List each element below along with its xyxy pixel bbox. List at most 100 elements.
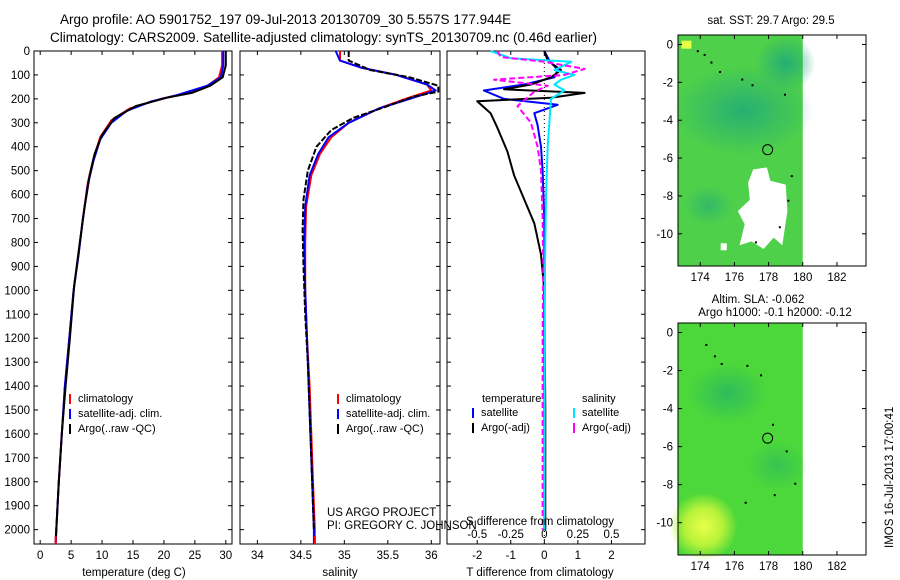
sst_map-island-dot xyxy=(754,241,757,244)
salinity-xtick-label: 35 xyxy=(338,550,351,562)
salinity-xtick-label: 34 xyxy=(251,550,264,562)
sst_map-ytick-label: 0 xyxy=(667,39,673,51)
sla_map-island-dot xyxy=(744,501,747,504)
difference-xlabel: T difference from climatology xyxy=(466,567,613,579)
sla-map-subtitle: Argo h1000: -0.1 h2000: -0.12 xyxy=(698,307,851,319)
difference-legend-title-temperature: temperature xyxy=(482,393,541,405)
salinity-legend-label: satellite-adj. clim. xyxy=(346,408,430,420)
sla_map-frame xyxy=(677,322,867,556)
depth-tick-label: 100 xyxy=(11,70,30,82)
temperature-xtick-label: 25 xyxy=(188,550,201,562)
sla_map-ytick-label: -2 xyxy=(663,366,673,378)
sla_map-ytick-label: -6 xyxy=(663,442,673,454)
depth-tick-label: 200 xyxy=(11,94,30,106)
sla-high-patch xyxy=(669,492,738,561)
sst-cloud-mask xyxy=(720,243,727,251)
difference-temp-legend-label: satellite xyxy=(481,407,518,419)
temperature-legend-label: satellite-adj. clim. xyxy=(78,408,162,420)
salinity-panel: 34 34.5 35 35.5 36 climatology satellite-adj. … xyxy=(239,50,441,562)
depth-tick-label: 1700 xyxy=(4,453,30,465)
depth-tick-label: 300 xyxy=(11,118,30,130)
sst_map-island-dot xyxy=(751,84,754,87)
temperature-frame xyxy=(33,50,233,545)
temperature-legend-label: climatology xyxy=(78,393,134,405)
temperature-xtick-label: 5 xyxy=(68,550,74,562)
sla_map-ytick-label: -10 xyxy=(656,518,673,530)
difference-panel: -2-1012-0.5-0.2500.250.5temperaturesalin… xyxy=(446,50,646,562)
salinity-xlabel: salinity xyxy=(322,567,357,579)
sla_map-ytick-label: -8 xyxy=(663,480,673,492)
difference-legend-title-salinity: salinity xyxy=(582,393,616,405)
sla_map-island-dot xyxy=(746,364,749,367)
salinity-xtick-label: 34.5 xyxy=(290,550,312,562)
salinity-diff-tick-label: -0.25 xyxy=(498,529,524,541)
depth-tick-label: 1200 xyxy=(4,333,30,345)
sla_map-island-dot xyxy=(785,450,788,453)
sla_map-xtick-label: 182 xyxy=(827,561,846,573)
sst_map-island-dot xyxy=(741,78,744,81)
depth-tick-label: 1800 xyxy=(4,477,30,489)
sst_map-xtick-label: 176 xyxy=(725,272,744,284)
differences-xtick-label: -1 xyxy=(506,550,516,562)
sla_map-xtick-label: 176 xyxy=(725,561,744,573)
difference-sal-legend-label: Argo(-adj) xyxy=(582,422,631,434)
sla-low-patch xyxy=(687,363,768,424)
depth-tick-label: 400 xyxy=(11,142,30,154)
salinity-frame xyxy=(239,50,441,545)
depth-tick-label: 1900 xyxy=(4,501,30,513)
depth-tick-label: 0 xyxy=(24,46,30,58)
title-line-1: Argo profile: AO 5901752_197 09-Jul-2013… xyxy=(60,12,511,27)
sst_map-island-dot xyxy=(719,70,722,73)
salinity-diff-tick-label: 0.5 xyxy=(603,529,619,541)
sst-map-panel: 174 176 178 180 182 0 -2 -4 -6 -8 -10 xyxy=(656,34,867,284)
sst_map-xtick-label: 178 xyxy=(759,272,778,284)
sst-map-title: sat. SST: 29.7 Argo: 29.5 xyxy=(707,15,834,27)
sla_map-island-dot xyxy=(760,374,763,377)
depth-tick-label: 1600 xyxy=(4,429,30,441)
differences-xtick-label: 1 xyxy=(575,550,581,562)
depth-tick-label: 500 xyxy=(11,166,30,178)
sst_map-frame xyxy=(677,34,867,267)
difference-sal-legend-label: satellite xyxy=(582,407,619,419)
sla_map-xtick-label: 178 xyxy=(759,561,778,573)
sst_map-xtick-label: 180 xyxy=(793,272,812,284)
depth-tick-label: 1000 xyxy=(4,285,30,297)
sst_map-island-dot xyxy=(778,226,781,229)
salinity-diff-tick-label: 0.25 xyxy=(567,529,589,541)
temperature-xtick-label: 10 xyxy=(96,550,109,562)
sst_map-island-dot xyxy=(696,50,699,53)
sla-map-title: Altim. SLA: -0.062 xyxy=(712,294,805,306)
sla_map-xtick-label: 174 xyxy=(691,561,711,573)
sst_map-ytick-label: -6 xyxy=(663,153,673,165)
sst_map-ytick-label: -8 xyxy=(663,191,673,203)
depth-tick-label: 900 xyxy=(11,261,30,273)
sst_map-ytick-label: -10 xyxy=(656,229,673,241)
sla_map-ytick-label: -4 xyxy=(663,404,674,416)
credit-project: US ARGO PROJECT xyxy=(327,507,436,519)
sla_map-ytick-label: 0 xyxy=(667,328,673,340)
temperature-panel: 0 5 10 15 20 25 300100200300400500600700800900… xyxy=(4,46,233,562)
sla-low-patch xyxy=(747,440,808,491)
differences-series-temperature-argo-adj- xyxy=(476,50,586,530)
sst-warm-patch xyxy=(683,185,734,226)
sst_map-ytick-label: -4 xyxy=(663,115,674,127)
temperature-xtick-label: 30 xyxy=(219,550,232,562)
depth-tick-label: 1100 xyxy=(5,309,30,321)
temperature-xtick-label: 15 xyxy=(127,550,140,562)
salinity-legend-label: Argo(..raw -QC) xyxy=(346,423,424,435)
depth-tick-label: 1400 xyxy=(4,381,30,393)
sst_map-island-dot xyxy=(710,61,713,64)
depth-tick-label: 700 xyxy=(11,214,30,226)
differences-xtick-label: 0 xyxy=(541,550,547,562)
salinity-series-satellite-adj-clim- xyxy=(303,50,437,544)
temperature-xlabel: temperature (deg C) xyxy=(82,567,186,579)
sst-cloud-mask xyxy=(737,167,788,249)
differences-xtick-label: -2 xyxy=(472,550,482,562)
depth-tick-label: 1300 xyxy=(4,357,30,369)
salinity-series-argo-raw-qc- xyxy=(301,51,440,530)
sst_map-island-dot xyxy=(783,93,786,96)
difference-temp-legend-label: Argo(-adj) xyxy=(481,422,530,434)
salinity-legend-label: climatology xyxy=(346,393,402,405)
sla_map-island-dot xyxy=(705,343,708,346)
